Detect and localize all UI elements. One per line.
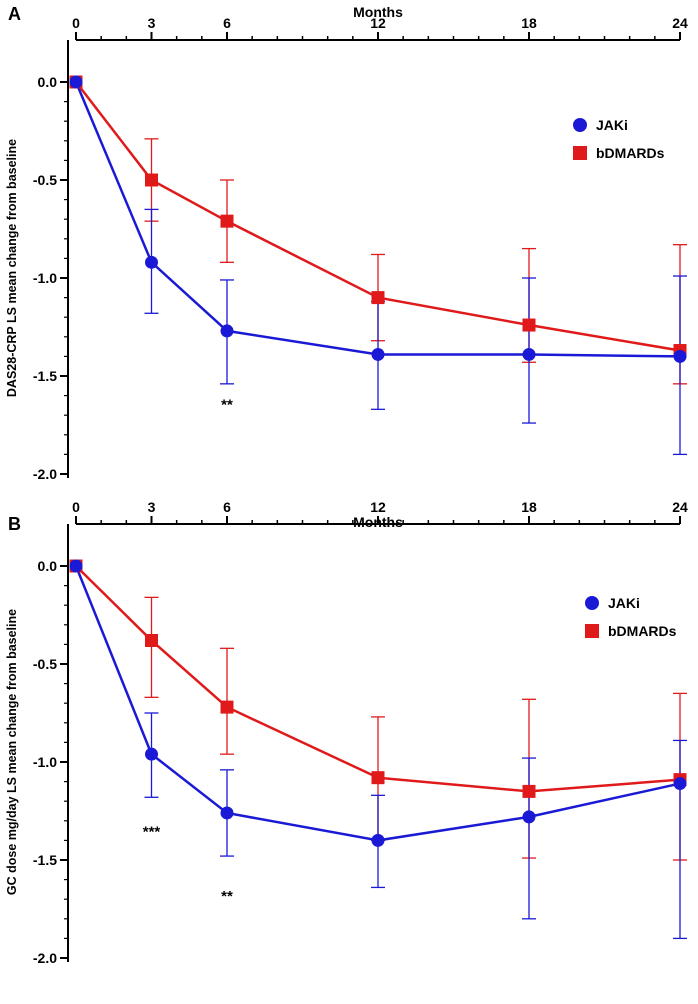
legend: JAKi bDMARDs [573,117,665,161]
series-line [75,565,681,793]
series-line [74,565,681,842]
x-tick-label: 12 [370,15,386,31]
x-tick-label: 24 [672,15,688,31]
data-point [145,633,158,647]
chart-panel-a: A Months 0 3 6 12 18 24 0.0 -0.5 -1.0 -1.5 -2.0 DAS28… [5,4,688,482]
series-jaki [74,81,687,456]
data-point [220,324,234,338]
y-tick-label: 0.0 [38,558,58,574]
data-point [522,810,536,824]
data-point [145,173,158,187]
data-point [673,777,687,791]
data-point [220,214,234,228]
x-tick-label: 18 [521,499,537,515]
data-point [522,347,536,361]
x-tick-label: 3 [148,499,156,515]
x-tick-label: 24 [672,499,688,515]
x-tick-label: 3 [148,15,156,31]
legend: JAKi bDMARDs [585,595,677,639]
chart-panel-b: BMonths0361218240.0-0.5-1.0-1.5-2.0GC do… [5,499,688,966]
legend-marker-bdmards [585,624,599,638]
data-point [371,291,385,305]
y-tick-label: -1.0 [33,270,57,286]
series-line [74,81,681,358]
y-axis-title: GC dose mg/day LS mean change from basel… [5,609,19,895]
data-point [371,771,385,785]
legend-label: JAKi [596,117,628,133]
data-point [522,784,536,798]
legend-label: bDMARDs [596,145,665,161]
y-tick-label: -2.0 [33,950,57,966]
series-bdmards [75,565,687,861]
legend-marker-jaki [585,596,599,610]
markers-jaki [69,559,687,847]
data-point [673,349,687,363]
data-point [371,347,385,361]
legend-marker-bdmards [573,146,587,160]
significance-annotation: ** [221,888,233,905]
series-line [75,81,681,352]
data-point [522,318,536,332]
x-tick-label: 12 [370,499,386,515]
x-tick-label: 6 [223,15,231,31]
y-tick-label: -1.5 [33,852,57,868]
y-tick-label: -1.0 [33,754,57,770]
x-tick-label: 18 [521,15,537,31]
legend-label: JAKi [608,595,640,611]
y-tick-label: 0.0 [38,74,58,90]
data-point [69,559,83,573]
x-tick-label: 6 [223,499,231,515]
markers-jaki [69,75,687,363]
significance-annotation: ** [221,396,233,413]
y-axis-title: DAS28-CRP LS mean change from baseline [5,139,19,397]
panel-label: B [8,514,21,534]
x-axis-title: Months [353,4,403,20]
data-point [69,75,83,89]
y-tick-label: -0.5 [33,172,57,188]
significance-annotation: *** [143,823,161,840]
panel-label: A [8,4,21,24]
series-jaki [74,565,687,940]
legend-marker-jaki [573,118,587,132]
y-tick-label: -1.5 [33,368,57,384]
data-point [145,747,158,761]
x-tick-label: 0 [72,15,80,31]
data-point [145,255,158,269]
y-tick-label: -2.0 [33,466,57,482]
data-point [220,806,234,820]
data-point [220,700,234,714]
x-tick-label: 0 [72,499,80,515]
y-tick-label: -0.5 [33,656,57,672]
legend-label: bDMARDs [608,623,677,639]
data-point [371,833,385,847]
